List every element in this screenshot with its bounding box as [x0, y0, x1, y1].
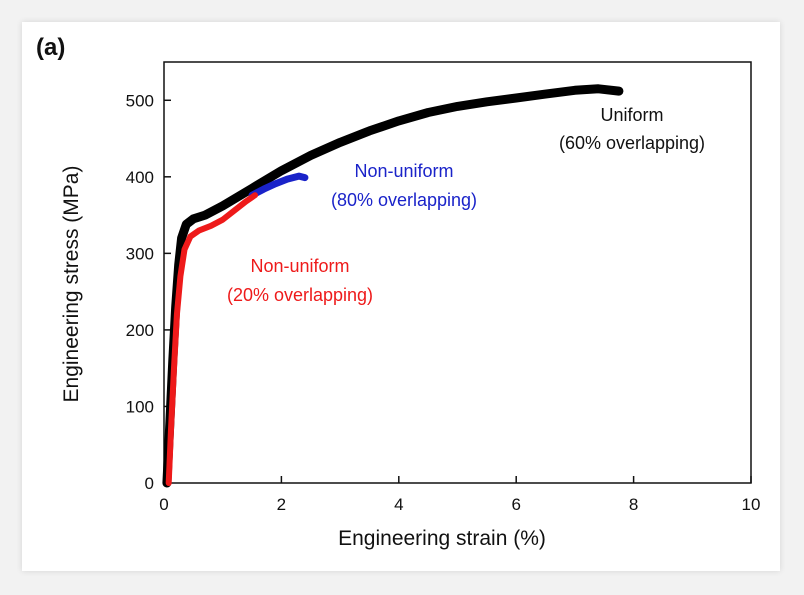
annotation-nonuniform-80-line1: Non-uniform	[354, 161, 453, 181]
y-tick-label: 100	[126, 397, 154, 416]
y-tick-label: 300	[126, 244, 154, 263]
annotation-nonuniform-80: Non-uniform (80% overlapping)	[331, 161, 477, 210]
annotation-nonuniform-80-line2: (80% overlapping)	[331, 190, 477, 210]
y-tick-label: 500	[126, 91, 154, 110]
y-tick-label: 200	[126, 321, 154, 340]
annotation-nonuniform-20-line1: Non-uniform	[250, 256, 349, 276]
x-tick-label: 8	[629, 495, 638, 514]
annotation-nonuniform-20: Non-uniform (20% overlapping)	[227, 256, 373, 305]
figure-panel: (a) 0 2 4 6 8 10 0 100 200 300 400 500 Engineering …	[22, 22, 780, 571]
annotation-uniform-line1: Uniform	[600, 105, 663, 125]
annotation-uniform: Uniform (60% overlapping)	[559, 105, 705, 153]
annotation-nonuniform-20-line2: (20% overlapping)	[227, 285, 373, 305]
plot-frame	[163, 61, 752, 484]
x-tick-label: 10	[742, 495, 761, 514]
x-axis-title: Engineering strain (%)	[338, 527, 546, 550]
series-line-nonuniform-80	[248, 172, 309, 199]
panel-label: (a)	[36, 34, 65, 61]
y-tick-label: 400	[126, 168, 154, 187]
x-tick-label: 4	[394, 495, 403, 514]
y-axis-title: Engineering stress (MPa)	[60, 166, 83, 403]
series-line-nonuniform-20	[165, 192, 258, 486]
x-tick-label: 6	[511, 495, 520, 514]
annotation-uniform-line2: (60% overlapping)	[559, 133, 705, 153]
x-tick-label: 2	[277, 495, 286, 514]
x-tick-label: 0	[159, 495, 168, 514]
y-tick-label: 0	[145, 474, 154, 493]
